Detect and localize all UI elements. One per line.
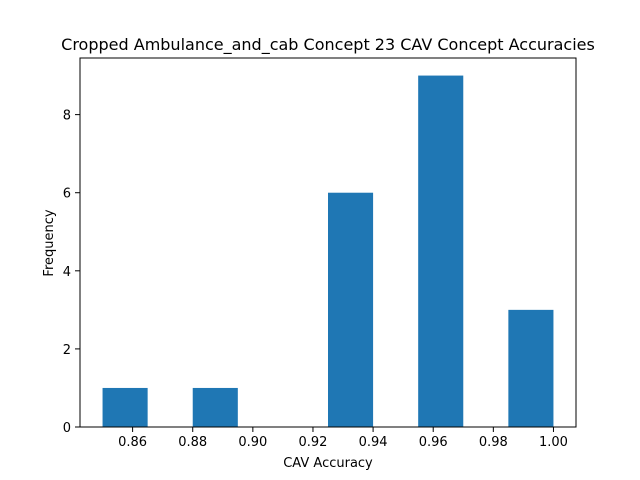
histogram-bar-5 xyxy=(328,192,374,427)
x-tick-label: 0.96 xyxy=(419,435,448,450)
x-tick-label: 0.88 xyxy=(178,435,207,450)
x-axis-ticks: 0.86 0.88 0.90 0.92 0.94 0.96 0.98 1.00 xyxy=(118,427,568,450)
y-tick-label: 2 xyxy=(63,343,71,358)
x-tick-label: 0.98 xyxy=(479,435,508,450)
y-tick-label: 6 xyxy=(63,187,71,202)
x-tick-label: 0.90 xyxy=(238,435,267,450)
y-tick-label: 8 xyxy=(63,109,71,124)
x-axis-label: CAV Accuracy xyxy=(283,456,373,471)
histogram-bar-0 xyxy=(102,387,148,427)
x-tick-label: 0.86 xyxy=(118,435,147,450)
y-tick-label: 0 xyxy=(63,421,71,436)
histogram-bar-7 xyxy=(418,75,464,427)
plot-frame xyxy=(79,57,577,428)
x-tick-label: 0.94 xyxy=(359,435,388,450)
y-axis-ticks: 0 2 4 6 8 xyxy=(63,109,80,436)
chart-title: Cropped Ambulance_and_cab Concept 23 CAV… xyxy=(61,35,595,55)
y-axis-label: Frequency xyxy=(42,209,57,276)
bars-group xyxy=(102,75,554,427)
x-tick-label: 0.92 xyxy=(298,435,327,450)
histogram-bar-2 xyxy=(192,387,238,427)
x-tick-label: 1.00 xyxy=(539,435,568,450)
histogram-bar-9 xyxy=(508,309,554,427)
y-tick-label: 4 xyxy=(63,265,71,280)
